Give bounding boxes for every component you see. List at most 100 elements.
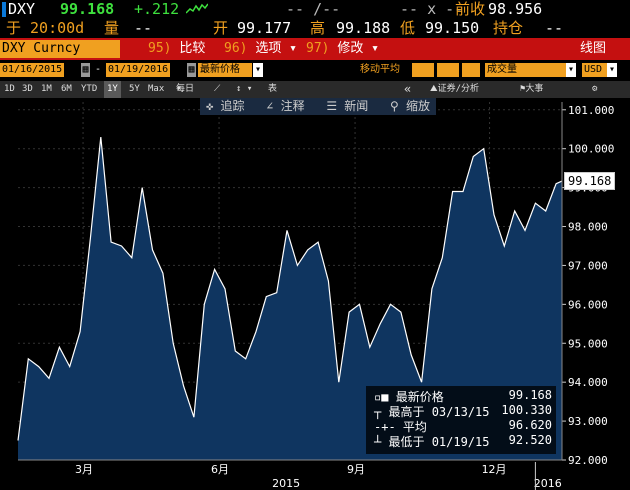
annotate-label: 注释 [280, 99, 305, 113]
security-marker [2, 2, 6, 17]
open-label: 开 [213, 19, 229, 37]
legend-low-label: 最低于 01/19/15 [388, 435, 490, 449]
options-button[interactable]: 96) 选项 ▾ [224, 38, 297, 60]
legend-high-value: 100.330 [501, 403, 552, 417]
prev-close-label: 前收 [455, 0, 486, 18]
legend-avg-value: 96.620 [508, 418, 552, 432]
low-label: 低 [400, 19, 416, 37]
end-date-input[interactable]: 01/19/2016 [106, 63, 171, 77]
quote-time: 于 20:00d [6, 19, 85, 37]
modify-button[interactable]: 97) 修改 ▾ [306, 38, 379, 60]
period-bar: 1D 3D 1M 6M YTD 1Y 5Y Max 每日 ▾ ⟋ ↕ ▾ 表 «… [0, 81, 630, 98]
zoom-button[interactable]: ⚲ 缩放 [390, 99, 431, 113]
y-tick-label: 95.000 [568, 337, 608, 350]
current-price-tag: 99.168 [564, 172, 616, 191]
date-separator: - [95, 64, 102, 75]
currency-select[interactable]: USD [582, 63, 608, 77]
gear-icon[interactable]: ⚙ [592, 84, 598, 94]
high-marker-icon: ┬ [374, 405, 382, 419]
securities-analysis-button[interactable]: ⛰ 证券/分析 [430, 81, 479, 98]
y-tick-label: 97.000 [568, 259, 608, 272]
annotate-button[interactable]: ∠ 注释 [266, 99, 305, 113]
y-tick-label: 100.000 [568, 143, 614, 156]
collapse-icon[interactable]: « [404, 82, 412, 96]
options-label: 选项 [255, 41, 282, 56]
legend-avg-label: 平均 [402, 420, 427, 434]
period-1y[interactable]: 1Y [104, 81, 121, 98]
chart-type-select[interactable]: ↕ ▾ [236, 84, 253, 94]
period-1d[interactable]: 1D [4, 84, 15, 94]
frequency-label: 每日 [176, 84, 195, 94]
period-max[interactable]: Max [148, 84, 165, 94]
prev-close-value: 98.956 [488, 0, 543, 18]
table-button[interactable]: 表 [268, 84, 278, 94]
ma-input-3[interactable] [462, 63, 480, 77]
y-tick-label: 93.000 [568, 415, 608, 428]
price-chart[interactable]: 101.000100.00099.00098.00097.00096.00095… [0, 98, 630, 490]
sparkline-icon [186, 3, 208, 14]
volume-field-select[interactable]: 成交量 [485, 63, 567, 77]
period-3d[interactable]: 3D [22, 84, 33, 94]
volume-label: 量 [104, 19, 120, 37]
security-field[interactable]: DXY Curncy [0, 40, 120, 58]
low-marker-icon: ┴ [374, 435, 382, 449]
legend-high: ┬ 最高于 03/13/15 [374, 403, 490, 420]
compare-button[interactable]: 95) 比较 [148, 38, 205, 60]
period-6m[interactable]: 6M [61, 84, 72, 94]
compare-label: 比较 [179, 41, 206, 56]
line-style-icon[interactable]: ⟋ [214, 84, 221, 94]
modify-num: 97) [306, 41, 330, 56]
period-ytd[interactable]: YTD [81, 84, 98, 94]
y-tick-label: 96.000 [568, 298, 608, 311]
price-line [17, 136, 563, 441]
legend-avg: -+- 平均 [374, 418, 427, 435]
options-num: 96) [224, 41, 248, 56]
chevron-down-icon[interactable]: ▾ [607, 63, 618, 77]
ticker: DXY [8, 0, 36, 18]
bid-ask: -- /-- [286, 0, 341, 18]
x-tick-label: 6月 [211, 463, 229, 476]
line-chart-button[interactable]: 线图 [580, 41, 607, 56]
position-label: 持仓 [493, 19, 524, 37]
events-label: 大事 [525, 84, 544, 94]
legend-square-icon: ▫■ [374, 390, 389, 404]
calendar-icon[interactable]: ▦ [187, 63, 196, 77]
average-marker-icon: -+- [374, 420, 396, 434]
moving-average-label: 移动平均 [360, 64, 400, 75]
events-button[interactable]: ⚑ 大事 [520, 81, 543, 98]
chevron-down-icon[interactable]: ▾ [253, 63, 264, 77]
legend-low-value: 92.520 [508, 433, 552, 447]
track-button[interactable]: ✜ 追踪 [206, 99, 245, 113]
legend-last-label: 最新价格 [395, 390, 444, 404]
calendar-icon[interactable]: ▦ [81, 63, 90, 77]
chart-settings-bar: 01/16/2015 ▦ - 01/19/2016 ▦ 最新价格 ▾ 移动平均 … [0, 60, 630, 81]
x-tick-label: 3月 [75, 463, 93, 476]
chevron-down-icon[interactable]: ▾ [566, 63, 577, 77]
securities-analysis-label: 证券/分析 [437, 84, 479, 94]
legend-last: ▫■ 最新价格 [374, 388, 444, 405]
modify-label: 修改 [337, 41, 364, 56]
volume-value: -- [134, 19, 153, 37]
start-date-input[interactable]: 01/16/2015 [0, 63, 65, 77]
x-tick-label: 9月 [347, 463, 365, 476]
high-value: 99.188 [336, 19, 391, 37]
compare-num: 95) [148, 41, 172, 56]
ma-input-2[interactable] [437, 63, 459, 77]
period-1m[interactable]: 1M [41, 84, 52, 94]
ma-input-1[interactable] [412, 63, 434, 77]
size: -- x -- [400, 0, 464, 18]
price-field-select[interactable]: 最新价格 [198, 63, 252, 77]
year-label: 2015 [272, 477, 300, 490]
y-tick-label: 94.000 [568, 376, 608, 389]
chart-tools: ✜ 追踪 ∠ 注释 ☰ 新闻 ⚲ 缩放 [200, 98, 437, 115]
track-label: 追踪 [220, 99, 245, 113]
period-5y[interactable]: 5Y [129, 84, 140, 94]
price-area [18, 137, 562, 460]
high-label: 高 [310, 19, 326, 37]
y-tick-label: 101.000 [568, 104, 614, 117]
frequency-select[interactable]: 每日 ▾ [176, 81, 194, 98]
chart-legend: ▫■ 最新价格 99.168 ┬ 最高于 03/13/15 100.330 -+… [366, 386, 556, 454]
legend-low: ┴ 最低于 01/19/15 [374, 433, 490, 450]
news-button[interactable]: ☰ 新闻 [326, 99, 369, 113]
command-toolbar: DXY Curncy 95) 比较 96) 选项 ▾ 97) 修改 ▾ 线图 [0, 38, 630, 60]
